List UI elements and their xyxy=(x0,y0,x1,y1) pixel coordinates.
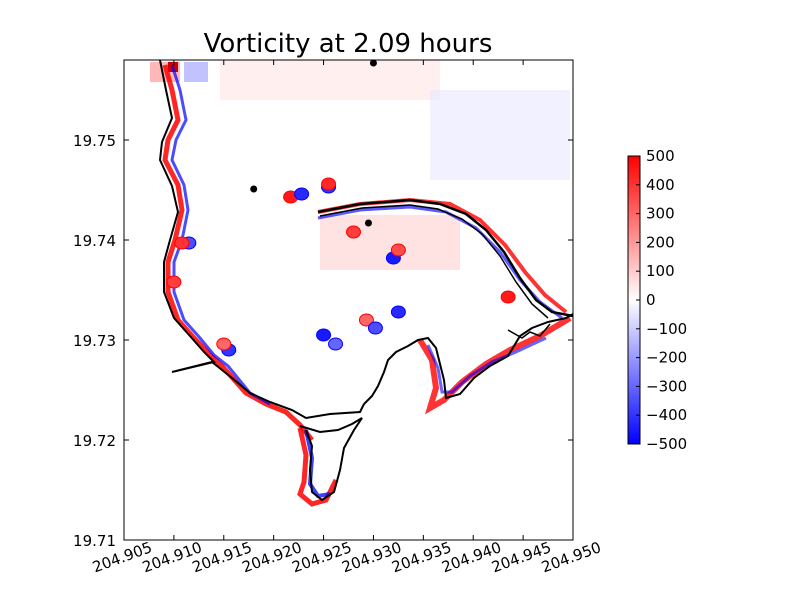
colorbar-tick-label: −200 xyxy=(646,349,687,367)
colorbar: 500 400 300 200 100 0 −100 −200 −300 −400 −500 xyxy=(627,147,687,453)
y-tick-label: 19.71 xyxy=(73,532,116,550)
vortex xyxy=(294,187,310,201)
vortex xyxy=(390,243,406,257)
south-inlet-blue-band xyxy=(304,429,331,499)
breakwater-outer xyxy=(317,198,573,318)
west-shore-red-band xyxy=(162,64,314,442)
colorbar-tick-label: −400 xyxy=(646,406,687,424)
colorbar-tick-label: 100 xyxy=(646,262,675,280)
vortex xyxy=(316,328,332,342)
chart-title: Vorticity at 2.09 hours xyxy=(204,29,493,59)
y-tick-label: 19.74 xyxy=(73,232,116,250)
colorbar-tick-label: −300 xyxy=(646,377,687,395)
vortex xyxy=(345,225,361,239)
plot-area: 204.905204.910204.915204.920204.925204.9… xyxy=(73,59,604,576)
vortex xyxy=(390,305,406,319)
vortex xyxy=(500,290,516,304)
vortex xyxy=(321,177,337,191)
colorbar-tick-label: 200 xyxy=(646,233,675,251)
vortex xyxy=(328,337,344,351)
colorbar-tick-label: 0 xyxy=(646,291,656,309)
top-left-patch-blue xyxy=(184,62,208,82)
colorbar-tick-label: −500 xyxy=(646,435,687,453)
vortex xyxy=(166,275,182,289)
upper-texture-blue xyxy=(430,90,570,180)
pier-shoreline xyxy=(507,323,551,339)
vortex xyxy=(174,236,190,250)
breakwater-inner xyxy=(319,204,549,319)
colorbar-tick-label: 300 xyxy=(646,205,675,223)
y-tick-label: 19.73 xyxy=(73,332,116,350)
west-shore-blue-band xyxy=(170,64,271,406)
station-marker xyxy=(250,185,258,193)
station-marker xyxy=(364,219,372,227)
y-tick-label: 19.72 xyxy=(73,432,116,450)
y-axis: 19.71 19.72 19.73 19.74 19.75 xyxy=(73,132,573,550)
colorbar-tick-label: −100 xyxy=(646,320,687,338)
peninsula-shoreline xyxy=(363,313,573,405)
y-tick-label: 19.75 xyxy=(73,132,116,150)
colorbar-tick-label: 500 xyxy=(646,147,675,165)
south-inlet-shoreline xyxy=(299,417,363,502)
east-harbor-blue-band xyxy=(426,336,547,394)
vortex xyxy=(216,337,232,351)
plot-frame xyxy=(123,59,574,541)
colorbar-ticks: 500 400 300 200 100 0 −100 −200 −300 −400 −500 xyxy=(636,147,687,453)
south-inlet-red-band xyxy=(297,427,339,507)
vortex xyxy=(358,313,374,327)
west-shoreline xyxy=(158,60,365,420)
vortex-layer xyxy=(166,177,516,357)
vorticity-field xyxy=(150,60,573,507)
vortex xyxy=(367,321,383,335)
upper-texture-red xyxy=(220,60,440,100)
colorbar-tick-label: 400 xyxy=(646,176,675,194)
